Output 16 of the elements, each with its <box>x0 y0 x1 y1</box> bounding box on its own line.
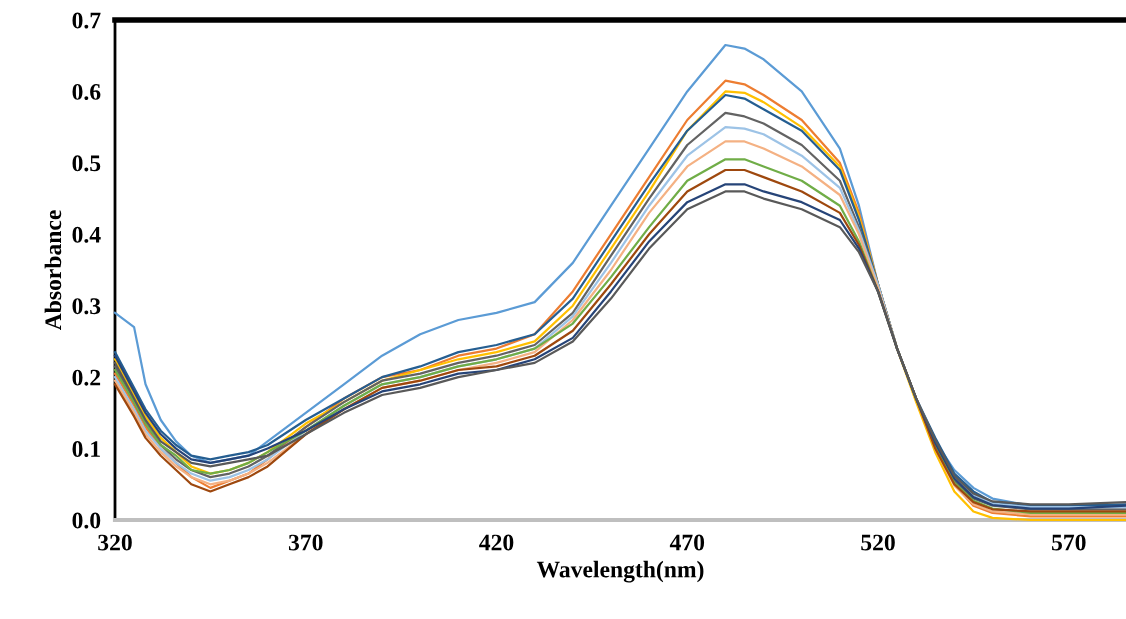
y-axis-title: Absorbance <box>44 210 62 331</box>
x-tick-label: 520 <box>861 534 895 551</box>
y-tick-label: 0.0 <box>72 512 101 529</box>
x-tick-label: 570 <box>1052 534 1086 551</box>
y-tick-label: 0.5 <box>72 155 101 172</box>
x-tick-label: 420 <box>479 534 514 551</box>
x-tick-label: 320 <box>98 534 132 551</box>
x-tick-label: 470 <box>669 534 705 551</box>
y-tick-label: 0.3 <box>72 298 101 315</box>
y-tick-label: 0.7 <box>72 12 101 29</box>
y-tick-label: 0.4 <box>72 226 101 243</box>
y-tick-label: 0.6 <box>72 83 101 100</box>
x-tick-label: 370 <box>288 534 323 551</box>
y-tick-label: 0.1 <box>72 441 100 458</box>
y-tick-label: 0.2 <box>72 369 101 386</box>
x-axis-title: Wavelength(nm) <box>536 560 704 583</box>
